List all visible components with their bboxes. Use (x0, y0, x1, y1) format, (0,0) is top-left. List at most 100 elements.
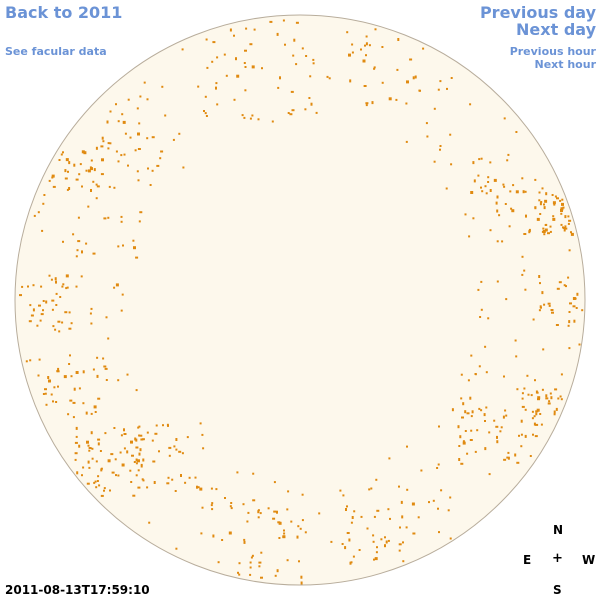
facula-speck (175, 438, 178, 441)
back-to-year-link[interactable]: Back to 2011 (5, 3, 123, 22)
facula-speck (521, 397, 524, 400)
next-day-link[interactable]: Next day (516, 20, 596, 39)
facula-speck (344, 546, 347, 550)
facula-speck (499, 430, 502, 433)
facula-speck (37, 374, 40, 377)
facula-speck (181, 452, 184, 455)
facula-speck (75, 371, 79, 374)
facula-speck (366, 527, 369, 530)
facula-speck (485, 406, 488, 409)
facula-speck (481, 190, 484, 193)
facula-speck (440, 489, 443, 492)
facula-speck (567, 276, 570, 279)
facula-speck (365, 54, 367, 57)
facula-speck (538, 191, 541, 194)
facula-speck (507, 456, 510, 460)
facula-speck (496, 209, 499, 213)
facula-speck (80, 275, 83, 278)
facula-speck (478, 407, 481, 410)
next-hour-link[interactable]: Next hour (534, 58, 597, 71)
facula-speck (173, 445, 176, 448)
facula-speck (464, 410, 467, 414)
facula-speck (66, 188, 69, 191)
facula-speck (352, 555, 355, 558)
facula-speck (61, 321, 64, 324)
facula-speck (521, 255, 524, 258)
facula-speck (77, 216, 80, 219)
facula-speck (470, 354, 473, 357)
facula-speck (512, 184, 515, 187)
facula-speck (180, 474, 182, 477)
facula-speck (376, 546, 378, 549)
facula-speck (50, 393, 53, 396)
facula-speck (135, 446, 139, 449)
facula-speck (328, 77, 331, 80)
facula-speck (61, 285, 64, 288)
facula-speck (137, 179, 140, 182)
facula-speck (526, 374, 529, 377)
facula-speck (97, 442, 100, 446)
facula-speck (353, 510, 356, 513)
facula-speck (134, 437, 137, 441)
facula-speck (59, 296, 62, 298)
facula-speck (362, 59, 366, 63)
facula-speck (228, 531, 232, 535)
compass-south-label: S (553, 583, 562, 597)
facula-speck (406, 488, 409, 491)
facula-speck (274, 574, 277, 577)
facula-speck (485, 371, 488, 374)
facula-speck (86, 440, 89, 444)
facula-speck (146, 486, 149, 489)
facula-speck (115, 150, 118, 153)
facula-speck (276, 510, 278, 514)
facula-speck (40, 313, 44, 316)
facula-speck (87, 444, 90, 447)
facula-speck (426, 135, 429, 138)
facula-speck (469, 439, 473, 441)
facula-speck (501, 240, 504, 243)
previous-hour-link[interactable]: Previous hour (509, 45, 596, 58)
facula-speck (528, 228, 531, 232)
facula-speck (64, 311, 68, 314)
facula-speck (57, 367, 60, 371)
facula-speck (326, 75, 329, 78)
facula-speck (541, 291, 544, 295)
facula-speck (543, 303, 546, 306)
facula-speck (66, 286, 69, 289)
facula-speck (449, 537, 452, 540)
facula-speck (464, 213, 467, 216)
facula-speck (90, 159, 93, 162)
previous-day-link[interactable]: Previous day (479, 3, 596, 22)
facula-speck (397, 38, 400, 41)
facula-speck (489, 229, 492, 232)
facula-speck (548, 304, 551, 307)
facula-speck (107, 216, 110, 219)
facula-speck (69, 399, 73, 402)
facula-speck (60, 153, 63, 156)
facula-speck (552, 217, 556, 221)
facula-speck (551, 194, 554, 196)
facula-speck (330, 540, 333, 543)
facula-speck (74, 452, 78, 455)
facula-speck (534, 435, 538, 438)
facula-speck (504, 409, 507, 412)
facula-speck (472, 217, 475, 220)
facula-speck (54, 328, 57, 331)
facula-speck (542, 227, 545, 230)
facula-speck (342, 494, 345, 497)
facula-speck (55, 304, 58, 306)
facula-speck (553, 413, 556, 416)
facula-speck (409, 58, 413, 61)
see-facular-data-link[interactable]: See facular data (5, 45, 107, 58)
facula-speck (451, 408, 454, 412)
facula-speck (233, 98, 236, 101)
facula-speck (370, 487, 373, 490)
facula-speck (286, 508, 289, 511)
facula-speck (562, 226, 564, 229)
facula-speck (507, 153, 510, 156)
facula-speck (385, 540, 388, 544)
facula-speck (119, 451, 122, 454)
facula-speck (405, 102, 408, 105)
facula-speck (368, 488, 371, 491)
facula-speck (38, 358, 41, 361)
